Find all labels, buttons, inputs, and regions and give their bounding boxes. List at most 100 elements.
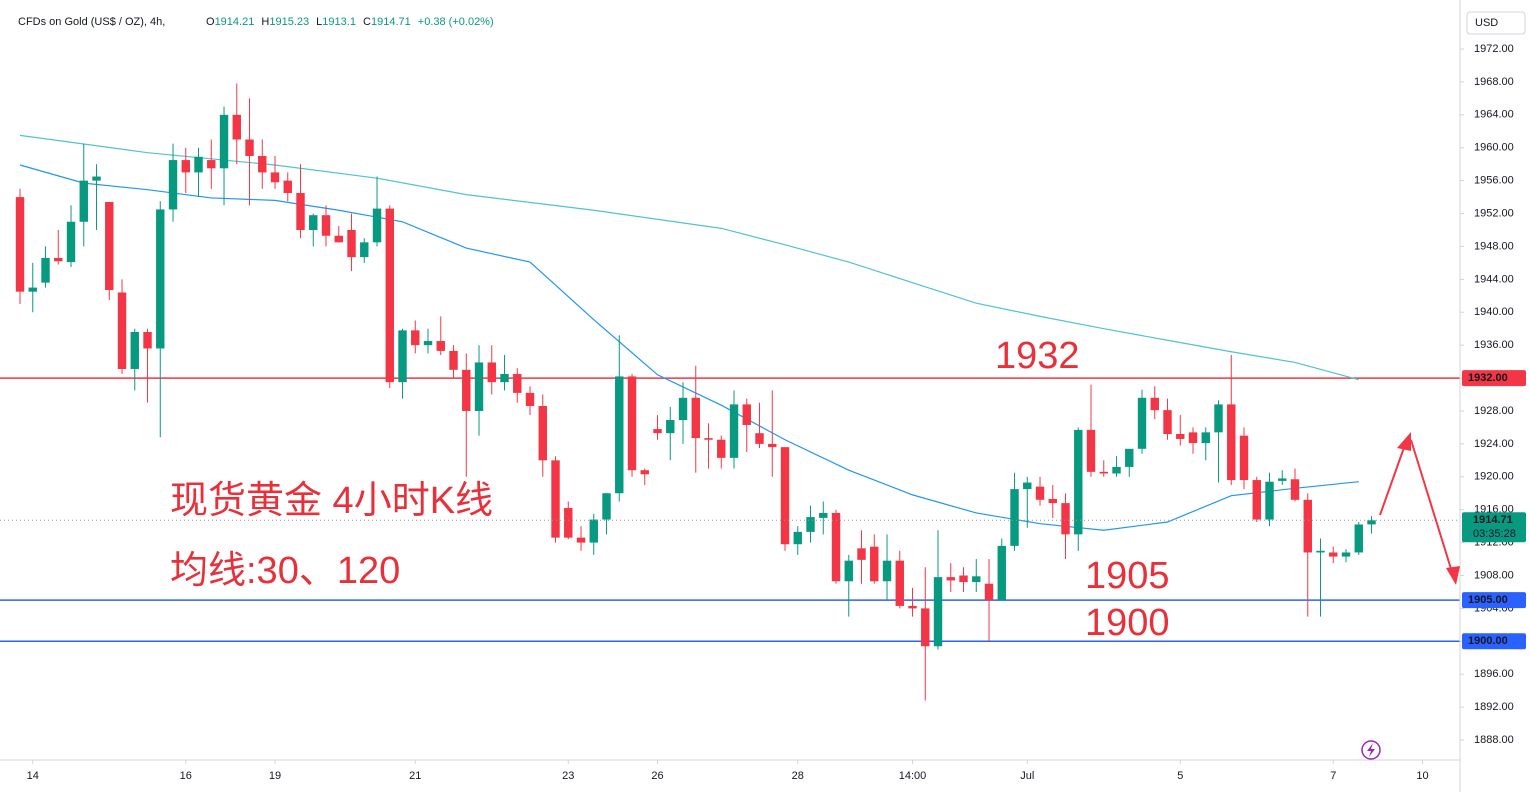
candle-body xyxy=(334,235,343,243)
candle-body xyxy=(882,560,892,582)
candle-body xyxy=(15,197,25,292)
candle-body xyxy=(564,508,573,538)
candle-body xyxy=(385,208,394,383)
ohlc-value: 1914.21 xyxy=(215,16,255,28)
y-tick-label: 1964.00 xyxy=(1474,109,1514,121)
candle-body xyxy=(1252,480,1261,520)
candle-body xyxy=(755,433,764,444)
x-tick-label: 16 xyxy=(180,770,192,782)
y-tick-label: 1940.00 xyxy=(1474,306,1514,318)
countdown-label: 03:35:28 xyxy=(1473,528,1516,540)
x-tick-label: 26 xyxy=(651,770,663,782)
candle-body xyxy=(296,192,305,230)
candle-body xyxy=(360,242,369,258)
candle-body xyxy=(615,376,624,494)
candle-body xyxy=(933,577,943,647)
candle-body xyxy=(474,362,484,411)
y-tick-label: 1888.00 xyxy=(1474,734,1514,746)
drawn-arrows xyxy=(1379,432,1460,585)
annotation: 1900 xyxy=(1085,602,1170,644)
candle-body xyxy=(984,583,994,601)
candle-body xyxy=(232,114,241,140)
price-badge-label: 1905.00 xyxy=(1468,594,1508,606)
candle-body xyxy=(1048,498,1057,504)
candle-body xyxy=(997,545,1006,601)
plot-area xyxy=(0,83,1460,701)
moving-average xyxy=(19,164,1359,531)
candle-body xyxy=(576,537,586,543)
candle-body xyxy=(908,605,917,609)
candle-body xyxy=(105,202,114,291)
candle-body xyxy=(117,292,127,370)
y-tick-label: 1972.00 xyxy=(1474,43,1514,55)
candle-body xyxy=(1061,503,1070,535)
candle-body xyxy=(66,221,76,263)
candle-body xyxy=(1074,429,1083,535)
candle-body xyxy=(1214,404,1223,433)
candle-body xyxy=(398,330,407,383)
candle-body xyxy=(972,576,981,583)
candle-body xyxy=(462,369,471,411)
arrow-line xyxy=(1379,441,1407,516)
currency-box[interactable] xyxy=(1466,11,1526,35)
header: CFDs on Gold (US$ / OZ), 4h, O1914.21 H1… xyxy=(18,16,494,28)
candle-body xyxy=(729,404,739,458)
candle-body xyxy=(41,257,50,283)
ohlc-letter: O xyxy=(206,16,215,28)
lightning-icon[interactable] xyxy=(1361,740,1381,760)
candle-body xyxy=(28,287,37,292)
x-tick-label: Jul xyxy=(1020,770,1034,782)
y-tick-label: 1968.00 xyxy=(1474,76,1514,88)
candle-body xyxy=(946,577,955,581)
candle-body xyxy=(1303,499,1312,553)
candle-body xyxy=(79,180,88,222)
icon-bolt xyxy=(1367,743,1375,757)
candle-body xyxy=(168,160,178,210)
y-tick-label: 1944.00 xyxy=(1474,273,1514,285)
candle-body xyxy=(1227,404,1236,481)
ohlc-value: 1914.71 xyxy=(371,16,411,28)
arrow-head xyxy=(1397,432,1411,451)
candle-body xyxy=(627,376,637,471)
ohlc-value: 1913.1 xyxy=(322,16,356,28)
x-tick-label: 5 xyxy=(1177,770,1183,782)
candle-body xyxy=(321,215,331,236)
ohlc-legend: O1914.21 H1915.23 L1913.1 C1914.71 +0.38… xyxy=(206,16,494,28)
candle-body xyxy=(551,460,560,538)
candle-body xyxy=(1367,520,1376,525)
candle-body xyxy=(1341,552,1351,557)
price-badge xyxy=(1462,370,1526,387)
candle-body xyxy=(500,373,509,383)
candle-body xyxy=(666,420,675,434)
y-tick-label: 1896.00 xyxy=(1474,668,1514,680)
annotation: 现货黄金 4小时K线 xyxy=(170,480,493,522)
chart-title: CFDs on Gold (US$ / OZ), 4h, xyxy=(18,16,165,28)
current-price-badge xyxy=(1462,512,1526,543)
y-tick-label: 1920.00 xyxy=(1474,471,1514,483)
candle-body xyxy=(857,548,866,560)
x-tick-label: 23 xyxy=(562,770,574,782)
candle-body xyxy=(1201,432,1210,444)
candle-body xyxy=(1137,397,1147,449)
candle-body xyxy=(1278,478,1287,481)
x-tick-label: 7 xyxy=(1330,770,1336,782)
current-price-label: 1914.71 xyxy=(1473,514,1513,526)
ohlc-value: 1915.23 xyxy=(269,16,309,28)
candle-body xyxy=(640,470,649,475)
candle-body xyxy=(742,404,751,425)
y-tick-label: 1936.00 xyxy=(1474,339,1514,351)
candle-body xyxy=(1150,397,1159,411)
y-tick-label: 1960.00 xyxy=(1474,142,1514,154)
y-tick-label: 1956.00 xyxy=(1474,175,1514,187)
candle-body xyxy=(870,546,879,582)
candle-body xyxy=(959,575,968,583)
candle-body xyxy=(1099,471,1108,474)
candle-body xyxy=(270,172,280,183)
candle-body xyxy=(1239,435,1249,481)
x-tick-label: 19 xyxy=(269,770,281,782)
price-badge xyxy=(1462,592,1526,609)
y-tick-label: 1908.00 xyxy=(1474,569,1514,581)
candle-body xyxy=(309,215,318,230)
